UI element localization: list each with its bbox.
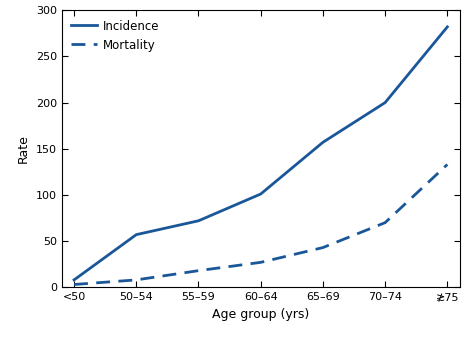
Mortality bbox=[196, 268, 201, 273]
Incidence bbox=[320, 140, 326, 144]
Mortality bbox=[258, 260, 264, 264]
Incidence bbox=[445, 25, 450, 29]
Legend: Incidence, Mortality: Incidence, Mortality bbox=[67, 16, 163, 55]
Incidence bbox=[196, 219, 201, 223]
Mortality bbox=[71, 282, 77, 287]
Incidence bbox=[258, 192, 264, 196]
Mortality bbox=[445, 162, 450, 167]
Mortality bbox=[320, 246, 326, 250]
Line: Incidence: Incidence bbox=[74, 27, 447, 280]
Mortality bbox=[133, 278, 139, 282]
X-axis label: Age group (yrs): Age group (yrs) bbox=[212, 308, 310, 321]
Incidence bbox=[71, 278, 77, 282]
Line: Mortality: Mortality bbox=[74, 165, 447, 285]
Incidence bbox=[133, 233, 139, 237]
Mortality bbox=[382, 221, 388, 225]
Y-axis label: Rate: Rate bbox=[17, 134, 30, 163]
Incidence bbox=[382, 101, 388, 105]
